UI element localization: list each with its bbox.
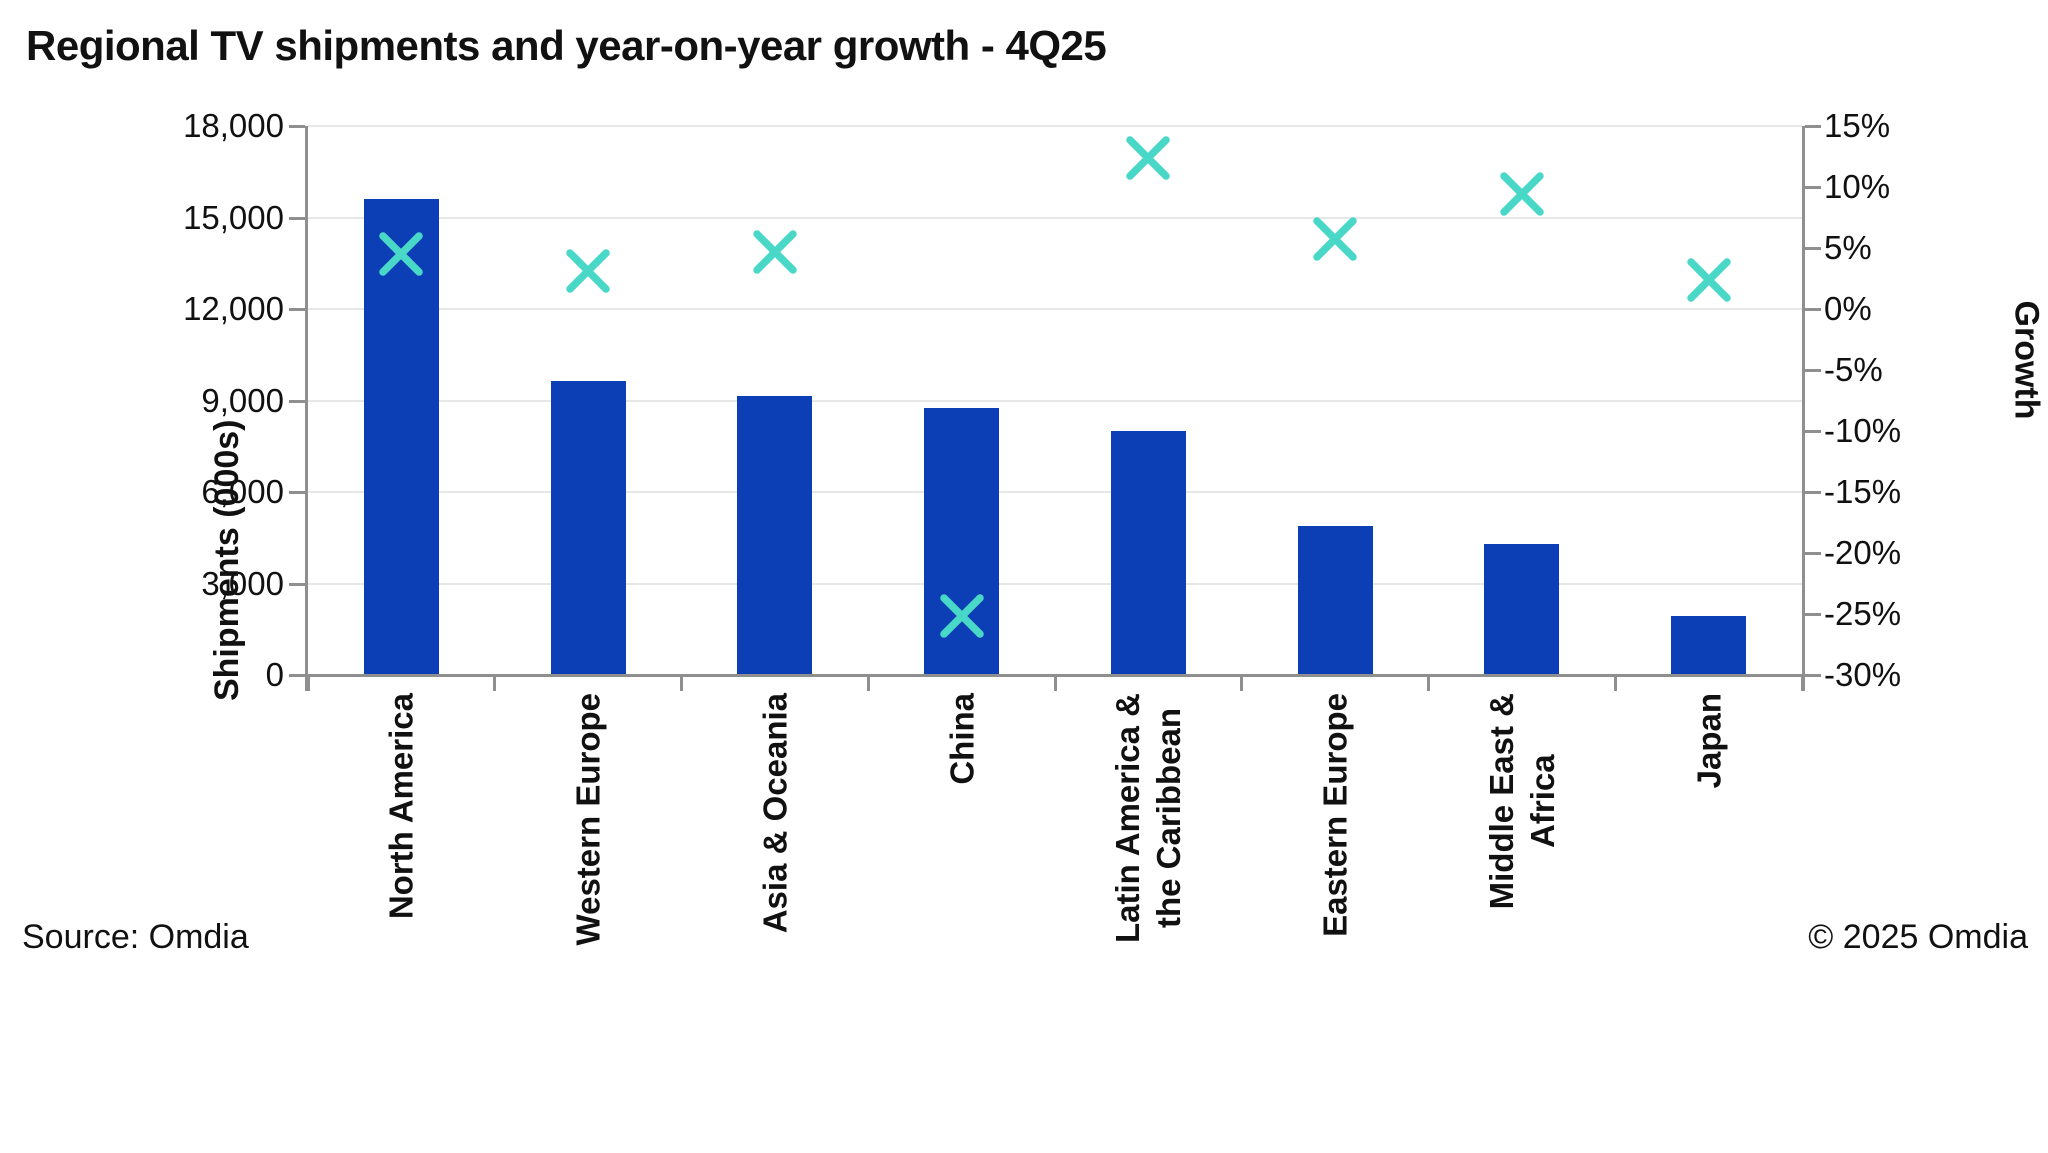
category-label-china: China [941, 693, 982, 1153]
secondary-y-axis-tick [1805, 430, 1821, 433]
secondary-y-axis-tick [1805, 674, 1821, 677]
chart-title: Regional TV shipments and year-on-year g… [26, 22, 1107, 69]
growth-marker-western-europe [566, 249, 610, 293]
secondary-y-axis-tick-label: 15% [1824, 107, 1891, 144]
category-label-text: Western Europe [569, 693, 607, 946]
category-label-asia-and-oceania: Asia & Oceania [754, 693, 795, 1153]
secondary-y-axis-tick [1805, 613, 1821, 616]
secondary-y-axis-line [1802, 126, 1805, 691]
bar-eastern-europe [1297, 526, 1373, 675]
secondary-y-axis-tick-label: -5% [1824, 351, 1883, 388]
secondary-y-axis-tick-label: -20% [1824, 534, 1902, 571]
growth-marker-china [939, 594, 984, 639]
category-label-middle-east-and-africa: Middle East & Africa [1481, 693, 1563, 1153]
x-axis-tick [306, 675, 310, 691]
secondary-y-axis-tick [1805, 552, 1821, 555]
x-axis-tick [1053, 675, 1057, 691]
secondary-y-axis-tick [1805, 369, 1821, 372]
bar-north-america [363, 199, 439, 675]
x-axis-tick [1427, 675, 1430, 691]
x-marker-stroke [379, 232, 424, 276]
bar-china [924, 407, 1000, 675]
bar-latin-america-and-the-caribbean [1110, 431, 1186, 675]
x-marker-stroke [566, 249, 610, 293]
category-label-japan: Japan [1688, 693, 1729, 1153]
y-axis-tick-label: 9,000 [201, 381, 284, 419]
y-axis-tick-label: 6,000 [201, 473, 284, 510]
gridline-9000 [308, 399, 1802, 402]
category-label-text: North America [382, 693, 420, 920]
growth-marker-north-america [379, 232, 424, 276]
y-axis-tick [289, 582, 305, 586]
secondary-y-axis-tick-label: 5% [1824, 229, 1872, 266]
secondary-y-axis-tick [1805, 491, 1821, 494]
secondary-y-axis-tick [1805, 247, 1821, 250]
growth-marker-japan [1686, 257, 1731, 302]
category-label-text: China [943, 693, 981, 785]
x-axis-tick [1800, 675, 1804, 691]
y-axis-tick-label: 15,000 [183, 198, 284, 236]
growth-marker-eastern-europe [1313, 217, 1357, 262]
x-axis-tick [866, 675, 870, 691]
x-axis-tick [493, 675, 497, 691]
growth-marker-asia-and-oceania [753, 229, 797, 274]
gridline-6000 [308, 491, 1802, 493]
copyright-note: © 2025 Omdia [1808, 918, 2028, 956]
bar-western-europe [550, 380, 626, 675]
category-label-text: Japan [1690, 693, 1728, 789]
x-marker-stroke [1126, 135, 1171, 180]
growth-marker-middle-east-and-africa [1500, 172, 1544, 217]
gridline-12000 [308, 308, 1802, 310]
y-axis-tick [289, 308, 305, 311]
category-label-eastern-europe: Eastern Europe [1315, 693, 1356, 1153]
secondary-y-axis-tick-label: -10% [1824, 412, 1902, 449]
bar-asia-and-oceania [737, 395, 813, 675]
y-axis-tick [289, 399, 305, 403]
category-label-north-america: North America [381, 693, 422, 1153]
x-marker-stroke [1313, 217, 1357, 262]
gridline-3000 [308, 582, 1802, 585]
y-axis-tick-label: 0 [265, 656, 284, 693]
secondary-y-axis-tick-label: 0% [1824, 290, 1872, 327]
secondary-y-axis-tick-label: -25% [1824, 595, 1902, 632]
right-axis-title: Growth [2007, 300, 2046, 420]
source-note: Source: Omdia [22, 918, 249, 956]
bar-japan [1671, 615, 1747, 675]
y-axis-tick [289, 216, 305, 220]
secondary-y-axis-tick [1805, 186, 1821, 189]
category-label-text: Latin America & the Caribbean [1109, 693, 1188, 944]
gridline-18000 [308, 125, 1802, 127]
x-axis-tick [1240, 675, 1244, 691]
y-axis-tick-label: 12,000 [183, 290, 284, 327]
growth-marker-latin-america-and-the-caribbean [1126, 135, 1171, 180]
category-label-text: Eastern Europe [1316, 693, 1354, 937]
y-axis-tick-label: 3,000 [201, 564, 284, 602]
secondary-y-axis-tick-label: 10% [1824, 168, 1891, 205]
secondary-y-axis-tick [1805, 125, 1821, 128]
secondary-y-axis-tick-label: -15% [1824, 473, 1902, 510]
secondary-y-axis-tick-label: -30% [1824, 656, 1902, 693]
category-label-western-europe: Western Europe [568, 693, 609, 1153]
category-label-text: Asia & Oceania [756, 693, 794, 934]
y-axis-tick [289, 125, 305, 128]
secondary-y-axis-tick [1805, 308, 1821, 311]
x-marker-stroke [1686, 257, 1731, 302]
bar-middle-east-and-africa [1484, 543, 1560, 675]
x-axis-tick [680, 675, 683, 691]
category-label-latin-america-and-the-caribbean: Latin America & the Caribbean [1107, 693, 1189, 1153]
y-axis-tick-label: 18,000 [183, 107, 284, 144]
gridline-15000 [308, 216, 1802, 219]
y-axis-tick [289, 491, 305, 494]
x-marker-stroke [753, 229, 797, 274]
y-axis-line [305, 126, 308, 691]
x-marker-stroke [1500, 172, 1544, 217]
y-axis-tick [289, 674, 305, 677]
x-axis-tick [1613, 675, 1617, 691]
category-label-text: Middle East & Africa [1482, 693, 1561, 910]
x-marker-stroke [939, 594, 984, 639]
